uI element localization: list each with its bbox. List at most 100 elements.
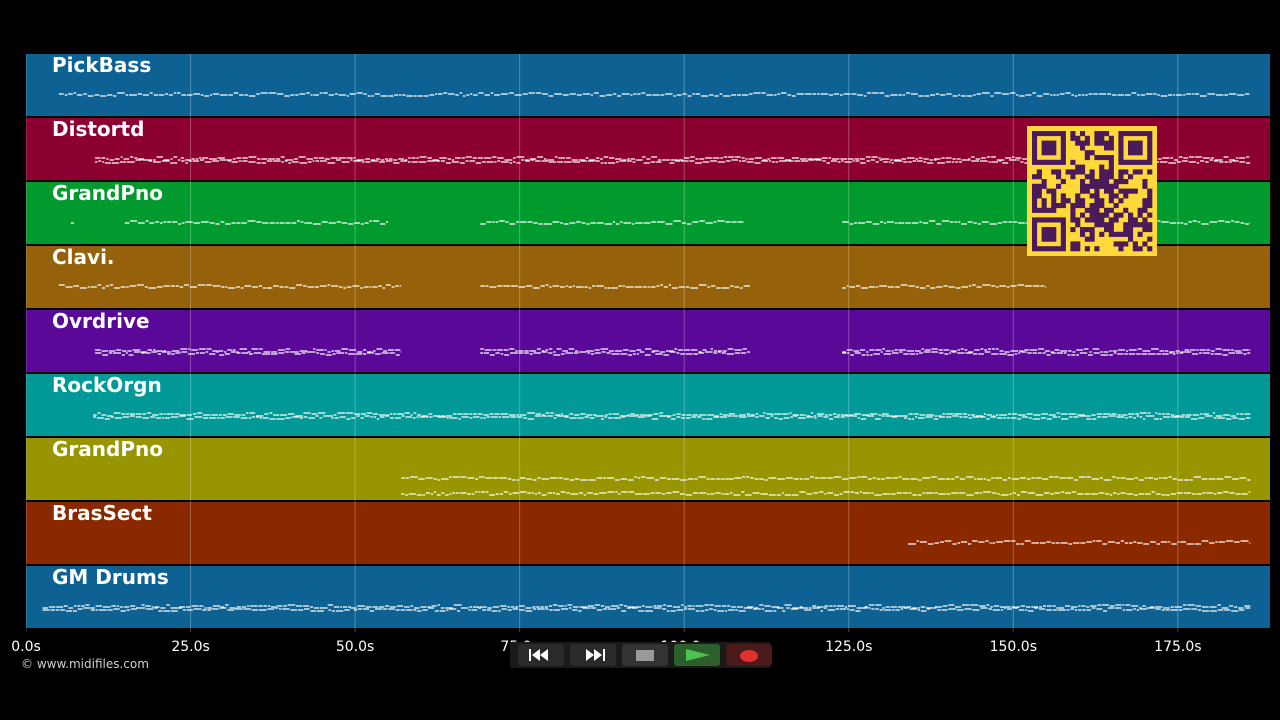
qr-module (1128, 236, 1134, 242)
qr-module (1056, 169, 1062, 175)
qr-module (1089, 203, 1095, 209)
qr-module (1104, 207, 1110, 213)
qr-module (1036, 188, 1042, 194)
qr-module (1142, 217, 1148, 223)
qr-module (1118, 241, 1124, 247)
qr-module (1147, 188, 1153, 194)
qr-module (1080, 212, 1086, 218)
qr-module (1094, 207, 1100, 213)
qr-module (1060, 150, 1066, 156)
qr-module (1108, 174, 1114, 180)
qr-module (1084, 227, 1090, 233)
qr-module (1118, 140, 1124, 146)
qr-module (1104, 183, 1110, 189)
qr-module (1099, 203, 1105, 209)
qr-module (1032, 183, 1038, 189)
qr-module (1123, 179, 1129, 185)
note-stroke (124, 220, 388, 225)
qr-module (1142, 241, 1148, 247)
stop-button[interactable] (622, 644, 668, 666)
qr-module (1041, 140, 1047, 146)
qr-module (1089, 231, 1095, 237)
qr-module (1080, 169, 1086, 175)
qr-module (1147, 246, 1153, 252)
qr-module (1080, 188, 1086, 194)
qr-module (1094, 135, 1100, 141)
qr-module (1046, 207, 1052, 213)
qr-module (1070, 131, 1076, 137)
qr-module (1142, 207, 1148, 213)
qr-module (1118, 246, 1124, 252)
qr-module (1056, 246, 1062, 252)
qr-module (1070, 227, 1076, 233)
qr-module (1032, 203, 1038, 209)
qr-module (1032, 207, 1038, 213)
qr-module (1137, 145, 1143, 151)
track-name: Distortd (52, 117, 145, 141)
qr-module (1089, 227, 1095, 233)
qr-module (1041, 198, 1047, 204)
qr-module (1046, 188, 1052, 194)
note-segment (42, 604, 1251, 612)
qr-module (1094, 198, 1100, 204)
qr-module (1032, 236, 1038, 242)
qr-module (1118, 231, 1124, 237)
qr-module (1113, 193, 1119, 199)
qr-module (1132, 246, 1138, 252)
fast-forward-button[interactable] (570, 644, 616, 666)
qr-module (1123, 159, 1129, 165)
qr-module (1041, 217, 1047, 223)
qr-module (1060, 241, 1066, 247)
play-button[interactable] (674, 644, 720, 666)
qr-module (1132, 140, 1138, 146)
qr-module (1123, 169, 1129, 175)
qr-module (1108, 159, 1114, 165)
note-segment (908, 540, 1251, 545)
qr-module (1051, 188, 1057, 194)
qr-module (1032, 188, 1038, 194)
record-button[interactable] (726, 644, 772, 666)
track-name: GrandPno (52, 181, 163, 205)
qr-module (1056, 217, 1062, 223)
track-name: GM Drums (52, 565, 169, 589)
qr-module (1046, 246, 1052, 252)
qr-module (1108, 188, 1114, 194)
note-stroke (842, 348, 1251, 356)
qr-module (1036, 183, 1042, 189)
qr-module (1032, 193, 1038, 199)
qr-module (1142, 198, 1148, 204)
record-icon (740, 650, 758, 662)
qr-module (1075, 135, 1081, 141)
note-segment (58, 284, 402, 289)
qr-module (1080, 164, 1086, 170)
qr-module (1137, 159, 1143, 165)
qr-module (1075, 193, 1081, 199)
qr-module (1118, 169, 1124, 175)
qr-module (1142, 183, 1148, 189)
qr-module (1075, 241, 1081, 247)
qr-module (1094, 140, 1100, 146)
qr-module (1137, 169, 1143, 175)
qr-module (1060, 179, 1066, 185)
qr-module (1051, 150, 1057, 156)
qr-module (1099, 174, 1105, 180)
qr-module (1046, 236, 1052, 242)
rewind-button[interactable] (518, 644, 564, 666)
qr-module (1099, 183, 1105, 189)
qr-module (1099, 164, 1105, 170)
qr-module (1099, 140, 1105, 146)
qr-code-icon[interactable] (1027, 126, 1157, 256)
qr-module (1041, 131, 1047, 137)
qr-module (1041, 150, 1047, 156)
qr-module (1080, 198, 1086, 204)
x-tick-label: 0.0s (11, 639, 41, 655)
qr-module (1084, 207, 1090, 213)
qr-module (1132, 241, 1138, 247)
x-tick-label: 25.0s (171, 639, 210, 655)
qr-module (1108, 145, 1114, 151)
qr-module (1036, 159, 1042, 165)
qr-module (1089, 193, 1095, 199)
qr-module (1032, 159, 1038, 165)
qr-module (1128, 145, 1134, 151)
qr-module (1118, 159, 1124, 165)
